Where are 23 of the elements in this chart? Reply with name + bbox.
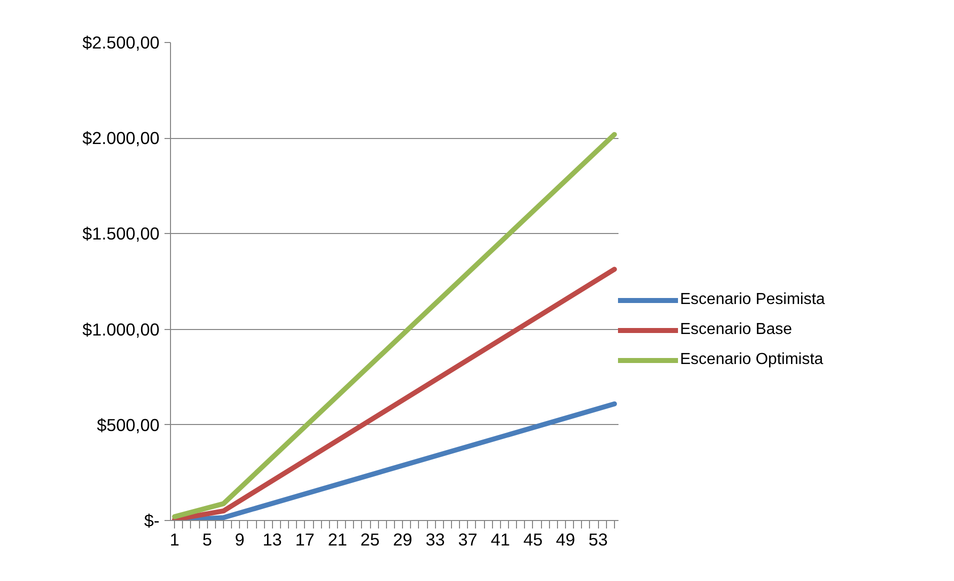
x-tick-label: 25 <box>360 530 380 550</box>
legend-label: Escenario Pesimista <box>680 291 825 309</box>
y-tick-label: $1.500,00 <box>82 224 160 244</box>
x-tick-label: 1 <box>170 530 180 550</box>
x-tick-label: 37 <box>458 530 478 550</box>
legend-label: Escenario Optimista <box>680 351 824 369</box>
y-tick-label: $500,00 <box>96 414 160 435</box>
x-tick-label: 9 <box>234 530 245 550</box>
x-tick-label: 45 <box>523 530 543 550</box>
x-tick-label: 53 <box>588 530 608 550</box>
x-tick-label: 29 <box>393 530 412 550</box>
x-tick-label: 49 <box>556 530 576 550</box>
y-tick-label: $1.000,00 <box>82 319 160 340</box>
x-tick-label: 5 <box>202 530 212 550</box>
x-tick-label: 21 <box>328 530 348 550</box>
y-tick-label: $2.500,00 <box>82 32 160 52</box>
legend-label: Escenario Base <box>680 321 792 339</box>
x-tick-label: 33 <box>426 530 445 550</box>
x-tick-label: 17 <box>295 530 315 550</box>
y-tick-label: $2.000,00 <box>82 128 160 148</box>
x-tick-label: 13 <box>262 530 282 550</box>
y-tick-label: $- <box>144 510 160 530</box>
x-tick-label: 41 <box>490 530 510 550</box>
